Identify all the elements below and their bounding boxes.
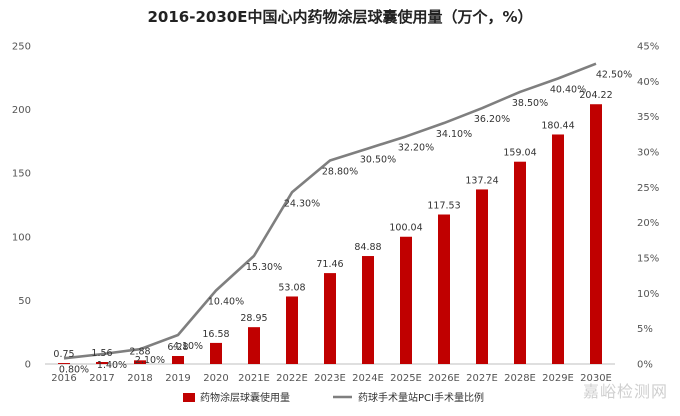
line-data-label: 30.50% [360,154,396,165]
bar [248,327,260,364]
y-right-tick-label: 0% [637,360,653,371]
line-data-label: 1.40% [97,360,127,371]
bar [210,342,222,364]
x-tick-label: 2017 [89,373,114,384]
bar [58,363,70,364]
line-data-label: 24.30% [284,198,320,209]
x-tick-label: 2030E [580,373,612,384]
legend-label-bar: 药物涂层球囊使用量 [200,391,290,404]
bar-data-label: 71.46 [316,259,343,270]
bar [514,161,526,364]
bar-data-label: 2.88 [129,346,150,357]
bar [438,214,450,364]
y-right-tick-label: 10% [637,289,659,300]
x-tick-label: 2023E [314,373,346,384]
chart-title: 2016-2030E中国心内药物涂层球囊使用量（万个，%） [147,8,533,26]
x-tick-label: 2021E [238,373,270,384]
bar [590,104,602,364]
y-left-tick-label: 150 [12,169,31,180]
bar-data-label: 159.04 [503,148,536,159]
line-data-label: 10.40% [208,297,244,308]
line-data-label: 40.40% [550,85,586,96]
y-right-tick-label: 35% [637,112,659,123]
x-tick-label: 2016 [51,373,76,384]
series-line [63,62,597,360]
y-left-tick-label: 100 [12,232,31,243]
x-tick-label: 2022E [276,373,308,384]
line-data-label: 32.20% [398,142,434,153]
x-tick-label: 2018 [127,373,152,384]
bar [134,360,146,364]
y-right-tick-label: 25% [637,183,659,194]
line-data-label: 2.10% [135,355,165,366]
bar-data-label: 0.75 [53,349,74,360]
line-data-label: 38.50% [512,98,548,109]
x-tick-label: 2026E [428,373,460,384]
y-right-tick-label: 30% [637,148,659,159]
x-tick-label: 2025E [390,373,422,384]
bar-data-label: 1.56 [91,348,112,359]
watermark: 嘉峪检测网 [582,382,668,401]
bar-data-label: 137.24 [465,175,498,186]
line-data-label: 0.80% [59,364,89,375]
x-tick-label: 2028E [504,373,536,384]
bar [286,296,298,364]
line-data-label: 4.10% [173,341,203,352]
y-right-tick-label: 5% [637,324,653,335]
y-left-tick-label: 0 [25,360,31,371]
y-left-tick-label: 200 [12,105,31,116]
x-tick-label: 2027E [466,373,498,384]
y-right-tick-label: 15% [637,254,659,265]
bar [476,189,488,364]
bar-data-label: 28.95 [240,313,267,324]
bar-data-label: 180.44 [541,120,574,131]
line-data-label: 34.10% [436,129,472,140]
bar [552,134,564,364]
x-tick-label: 2020 [203,373,228,384]
line-data-label: 28.80% [322,166,358,177]
bar [96,362,108,364]
legend-swatch-bar [183,393,195,402]
y-right-tick-label: 45% [637,42,659,53]
y-left-tick-label: 50 [18,296,31,307]
bar [362,256,374,364]
bar-data-label: 53.08 [278,282,305,293]
legend-label-line: 药球手术量站PCI手术量比例 [358,391,484,404]
y-left-tick-label: 250 [12,42,31,53]
bar-data-label: 100.04 [389,223,422,234]
bar [324,273,336,364]
line-data-label: 36.20% [474,114,510,125]
bar-data-label: 84.88 [354,242,381,253]
line-data-label: 15.30% [246,262,282,273]
x-tick-label: 2024E [352,373,384,384]
bar-data-label: 6.28 [167,342,188,353]
line-data-label: 42.50% [596,70,632,81]
bar [172,356,184,364]
y-right-tick-label: 20% [637,218,659,229]
bar-data-label: 204.22 [579,90,612,101]
y-right-tick-label: 40% [637,77,659,88]
x-tick-label: 2019 [165,373,190,384]
bar-data-label: 117.53 [427,201,460,212]
x-tick-label: 2029E [542,373,574,384]
bar [400,236,412,364]
bar-data-label: 16.58 [202,329,229,340]
